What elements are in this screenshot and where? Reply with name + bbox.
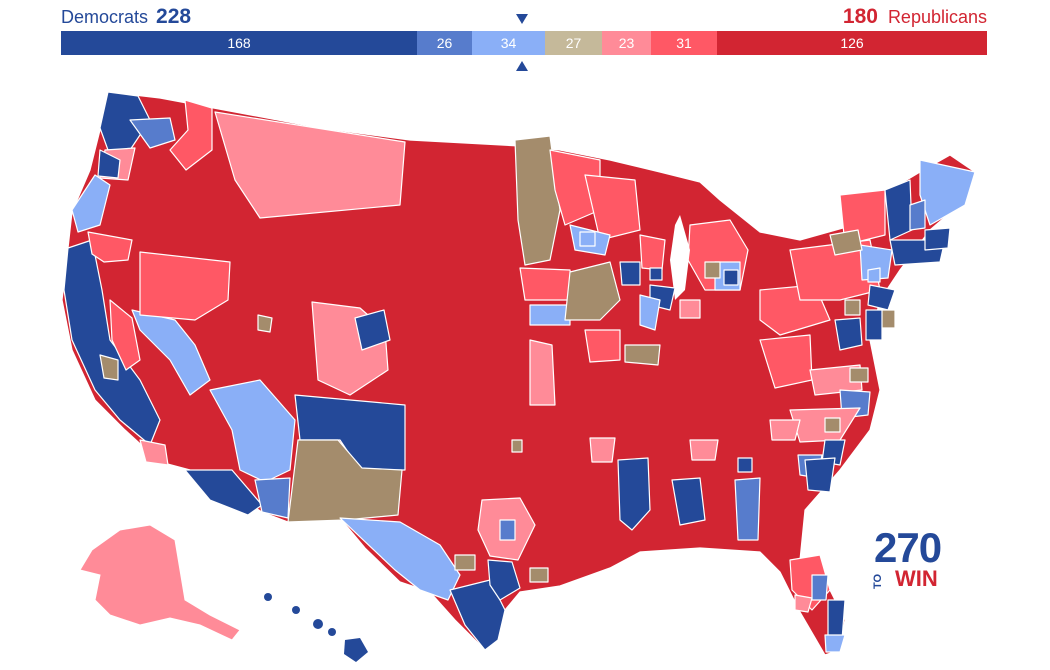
alaska-region[interactable] — [79, 524, 241, 641]
majority-marker-top-icon — [516, 14, 528, 24]
seat-rating-bar: 168 26 34 27 23 31 126 — [61, 31, 987, 55]
logo-to: TO — [872, 573, 884, 589]
tossup-segment[interactable]: 27 — [545, 31, 602, 55]
lean-dem-segment[interactable]: 34 — [472, 31, 545, 55]
lean-rep-segment[interactable]: 23 — [602, 31, 651, 55]
majority-marker-bottom-icon — [516, 61, 528, 71]
safe-dem-segment[interactable]: 168 — [61, 31, 417, 55]
safe-rep-segment[interactable]: 126 — [717, 31, 987, 55]
likely-dem-segment[interactable]: 26 — [417, 31, 472, 55]
democrats-tally: Democrats 228 — [61, 4, 191, 31]
likely-rep-segment[interactable]: 31 — [651, 31, 717, 55]
logo-number: 270 — [874, 524, 942, 571]
logo-win: WIN — [895, 566, 938, 591]
republicans-label: Republicans — [887, 7, 987, 27]
republicans-tally: 180 Republicans — [843, 4, 987, 31]
democrats-label: Democrats — [61, 7, 149, 27]
270towin-logo[interactable]: 270 TO WIN — [872, 524, 944, 591]
hawaii-region[interactable] — [264, 593, 368, 662]
democrats-total: 228 — [156, 5, 192, 28]
republicans-total: 180 — [842, 5, 878, 28]
